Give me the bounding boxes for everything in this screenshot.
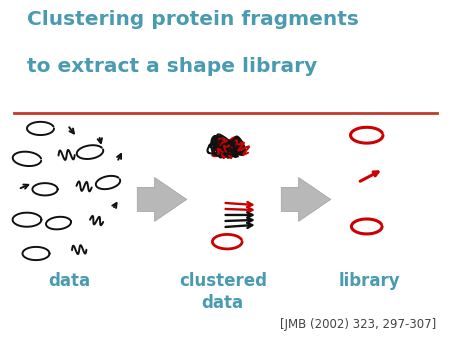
Text: clustered
data: clustered data	[179, 272, 267, 312]
Polygon shape	[281, 177, 331, 221]
Text: Clustering protein fragments: Clustering protein fragments	[27, 10, 359, 29]
Text: to extract a shape library: to extract a shape library	[27, 57, 317, 76]
Text: data: data	[49, 272, 91, 290]
Text: library: library	[338, 272, 400, 290]
Polygon shape	[137, 177, 187, 221]
Text: [JMB (2002) 323, 297-307]: [JMB (2002) 323, 297-307]	[280, 318, 436, 331]
